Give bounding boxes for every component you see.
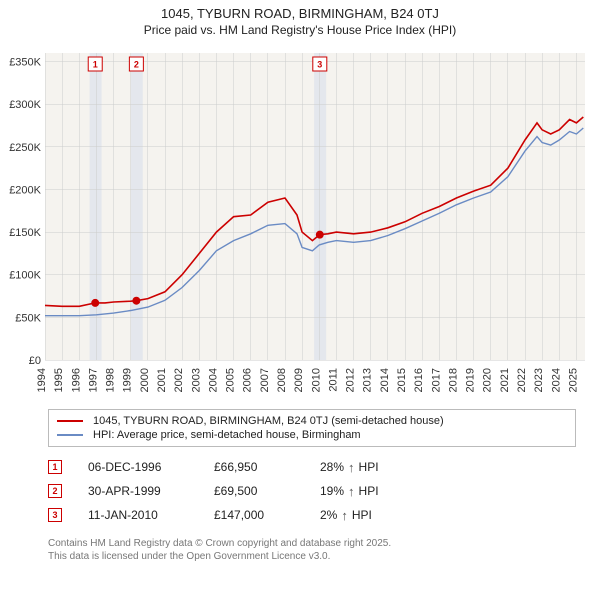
svg-text:2001: 2001: [156, 368, 168, 392]
svg-text:£50K: £50K: [15, 312, 41, 324]
svg-text:£250K: £250K: [9, 142, 41, 154]
sales-date: 30-APR-1999: [88, 484, 188, 498]
svg-text:2019: 2019: [465, 368, 477, 392]
sales-marker-box: 2: [48, 484, 62, 498]
svg-text:£300K: £300K: [9, 99, 41, 111]
svg-text:2018: 2018: [447, 368, 459, 392]
legend-label-hpi: HPI: Average price, semi-detached house,…: [93, 429, 361, 441]
svg-text:2014: 2014: [379, 368, 391, 392]
footer: Contains HM Land Registry data © Crown c…: [48, 537, 576, 563]
svg-text:2004: 2004: [207, 368, 219, 392]
svg-text:2024: 2024: [550, 368, 562, 392]
chart-svg: £0 £50K £100K £150K £200K £250K £300K £350K 1994…: [5, 45, 595, 405]
svg-text:2016: 2016: [413, 368, 425, 392]
svg-text:2022: 2022: [516, 368, 528, 392]
svg-text:2008: 2008: [276, 368, 288, 392]
title-sub: Price paid vs. HM Land Registry's House …: [4, 23, 596, 37]
svg-text:1995: 1995: [53, 368, 65, 392]
sales-price: £69,500: [214, 484, 294, 498]
footer-line-2: This data is licensed under the Open Gov…: [48, 550, 576, 563]
svg-text:2020: 2020: [482, 368, 494, 392]
svg-text:3: 3: [317, 60, 322, 70]
arrow-up-icon: ↑: [348, 461, 355, 474]
sales-marker-box: 3: [48, 508, 62, 522]
svg-text:2025: 2025: [567, 368, 579, 392]
svg-text:2000: 2000: [139, 368, 151, 392]
svg-text:2015: 2015: [396, 368, 408, 392]
svg-text:2011: 2011: [327, 368, 339, 392]
title-main: 1045, TYBURN ROAD, BIRMINGHAM, B24 0TJ: [4, 6, 596, 21]
sales-date: 11-JAN-2010: [88, 508, 188, 522]
svg-text:2009: 2009: [293, 368, 305, 392]
svg-text:£150K: £150K: [9, 227, 41, 239]
svg-text:2007: 2007: [259, 368, 271, 392]
svg-text:1999: 1999: [122, 368, 134, 392]
svg-text:1998: 1998: [105, 368, 117, 392]
svg-text:1: 1: [93, 60, 98, 70]
svg-text:£0: £0: [29, 355, 41, 367]
arrow-up-icon: ↑: [341, 509, 348, 522]
sales-row: 2 30-APR-1999 £69,500 19% ↑ HPI: [48, 479, 576, 503]
svg-text:1996: 1996: [70, 368, 82, 392]
legend-swatch-property: [57, 420, 83, 422]
sales-price: £66,950: [214, 460, 294, 474]
svg-text:2002: 2002: [173, 368, 185, 392]
sales-list: 1 06-DEC-1996 £66,950 28% ↑ HPI 2 30-APR-1999…: [48, 455, 576, 527]
svg-text:2013: 2013: [362, 368, 374, 392]
legend-label-property: 1045, TYBURN ROAD, BIRMINGHAM, B24 0TJ (…: [93, 415, 444, 427]
sales-price: £147,000: [214, 508, 294, 522]
svg-text:2006: 2006: [242, 368, 254, 392]
sales-row: 1 06-DEC-1996 £66,950 28% ↑ HPI: [48, 455, 576, 479]
footer-line-1: Contains HM Land Registry data © Crown c…: [48, 537, 576, 550]
chart-area: £0 £50K £100K £150K £200K £250K £300K £350K 1994…: [5, 45, 595, 405]
svg-text:2021: 2021: [499, 368, 511, 392]
svg-text:£350K: £350K: [9, 57, 41, 69]
sales-hpi: 2% ↑ HPI: [320, 508, 372, 522]
svg-text:2005: 2005: [225, 368, 237, 392]
legend: 1045, TYBURN ROAD, BIRMINGHAM, B24 0TJ (…: [48, 409, 576, 447]
sales-hpi: 19% ↑ HPI: [320, 484, 379, 498]
svg-text:2010: 2010: [310, 368, 322, 392]
svg-text:1997: 1997: [87, 368, 99, 392]
sales-row: 3 11-JAN-2010 £147,000 2% ↑ HPI: [48, 503, 576, 527]
svg-text:2017: 2017: [430, 368, 442, 392]
sales-hpi: 28% ↑ HPI: [320, 460, 379, 474]
legend-row-property: 1045, TYBURN ROAD, BIRMINGHAM, B24 0TJ (…: [57, 414, 567, 428]
svg-text:2: 2: [134, 60, 139, 70]
svg-text:£100K: £100K: [9, 270, 41, 282]
svg-text:£200K: £200K: [9, 184, 41, 196]
legend-row-hpi: HPI: Average price, semi-detached house,…: [57, 428, 567, 442]
legend-swatch-hpi: [57, 434, 83, 436]
svg-text:1994: 1994: [36, 368, 48, 392]
arrow-up-icon: ↑: [348, 485, 355, 498]
sales-marker-box: 1: [48, 460, 62, 474]
svg-text:2023: 2023: [533, 368, 545, 392]
chart-header: 1045, TYBURN ROAD, BIRMINGHAM, B24 0TJ P…: [0, 0, 600, 39]
svg-text:2003: 2003: [190, 368, 202, 392]
sales-date: 06-DEC-1996: [88, 460, 188, 474]
svg-text:2012: 2012: [345, 368, 357, 392]
